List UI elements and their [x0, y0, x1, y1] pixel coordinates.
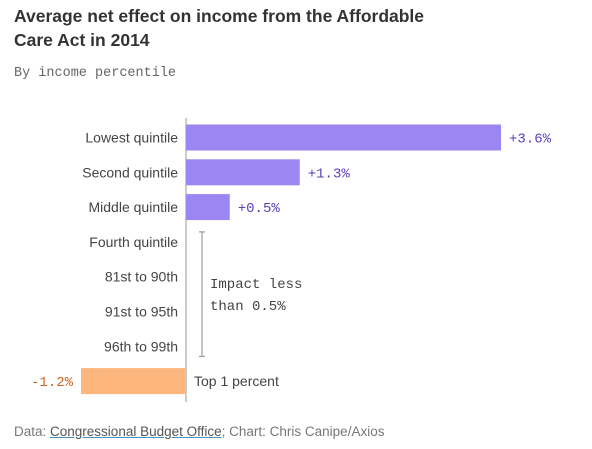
source-link[interactable]: Congressional Budget Office — [50, 424, 222, 439]
annotation-text: Impact less — [210, 277, 302, 293]
category-label: 81st to 90th — [105, 269, 178, 285]
category-label: 91st to 95th — [105, 304, 178, 320]
category-label: Second quintile — [82, 164, 178, 180]
source-prefix: Data: — [14, 424, 51, 439]
chart-subtitle: By income percentile — [14, 66, 177, 81]
category-label: Top 1 percent — [194, 373, 279, 389]
value-label: +3.6% — [509, 132, 552, 148]
category-label: Lowest quintile — [85, 130, 178, 146]
category-label: Middle quintile — [89, 199, 179, 215]
category-label: 96th to 99th — [104, 338, 178, 354]
bar — [186, 194, 230, 221]
value-label: -1.2% — [31, 375, 74, 391]
bar — [186, 124, 501, 151]
category-label: Fourth quintile — [89, 234, 178, 250]
source-credit: ; Chart: Chris Canipe/Axios — [221, 424, 385, 439]
value-label: +0.5% — [238, 201, 281, 217]
bar-chart: Lowest quintile +3.6% Second quintile +1.3%… — [31, 118, 552, 402]
bar — [81, 368, 186, 395]
annotation-text: than 0.5% — [210, 299, 286, 315]
value-label: +1.3% — [308, 166, 351, 182]
source-note: Data: Congressional Budget Office; Chart… — [14, 424, 384, 439]
bar — [186, 159, 300, 186]
chart-title: Average net effect on income from the Af… — [14, 6, 425, 50]
